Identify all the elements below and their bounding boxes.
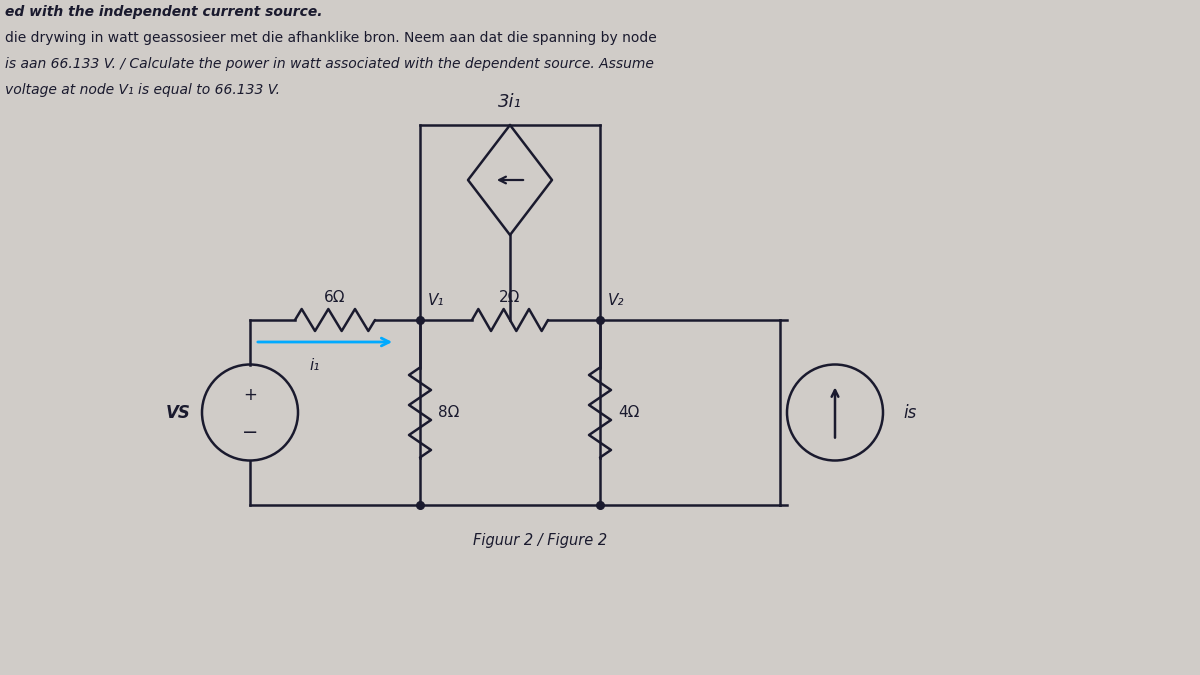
Text: i₁: i₁ xyxy=(310,358,320,373)
Text: V₂: V₂ xyxy=(608,293,624,308)
Text: 4Ω: 4Ω xyxy=(618,405,640,420)
Text: die drywing in watt geassosieer met die afhanklike bron. Neem aan dat die spanni: die drywing in watt geassosieer met die … xyxy=(5,31,656,45)
Text: +: + xyxy=(244,385,257,404)
Text: V₁: V₁ xyxy=(428,293,444,308)
Text: 8Ω: 8Ω xyxy=(438,405,460,420)
Text: −: − xyxy=(242,423,258,442)
Text: 6Ω: 6Ω xyxy=(324,290,346,305)
Text: is: is xyxy=(902,404,917,421)
Text: Figuur 2 / Figure 2: Figuur 2 / Figure 2 xyxy=(473,533,607,548)
Text: 3i₁: 3i₁ xyxy=(498,93,522,111)
Text: 2Ω: 2Ω xyxy=(499,290,521,305)
Text: VS: VS xyxy=(166,404,191,421)
Text: voltage at node V₁ is equal to 66.133 V.: voltage at node V₁ is equal to 66.133 V. xyxy=(5,83,280,97)
Text: is aan 66.133 V. / Calculate the power in watt associated with the dependent sou: is aan 66.133 V. / Calculate the power i… xyxy=(5,57,654,71)
Text: ed with the independent current source.: ed with the independent current source. xyxy=(5,5,323,19)
